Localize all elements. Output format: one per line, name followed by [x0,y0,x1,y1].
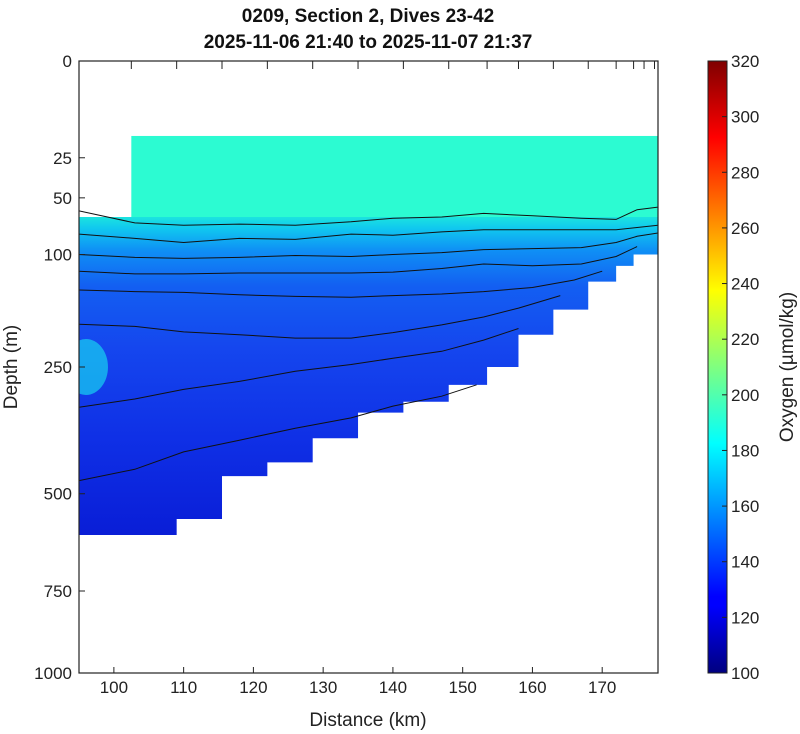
contour-line-6 [79,295,561,339]
surface-layer-fill [131,135,658,223]
chart-title: 0209, Section 2, Dives 23-42 [242,6,494,27]
contour-line-1 [79,206,658,226]
colorbar [707,60,728,674]
colorbar-tick-label: 300 [731,108,759,127]
x-tick-label: 140 [379,678,407,697]
x-axis-label: Distance (km) [309,710,426,731]
colorbar-tick-label: 200 [731,386,759,405]
contour-line-4 [79,246,638,275]
x-tick-label: 110 [170,678,197,697]
colorbar-tick-label: 240 [731,275,759,294]
y-tick-label: 1000 [34,664,72,683]
y-tick-label: 25 [53,149,72,168]
x-axis: 100 110 120 130 140 150 160 170 [100,667,616,697]
x-tick-label: 100 [100,678,128,697]
high-oxygen-patch [79,339,108,395]
y-tick-label: 100 [44,246,72,265]
contour-layer [79,206,658,482]
contour-line-8 [79,384,477,482]
x-tick-label: 150 [448,678,476,697]
colorbar-label: Oxygen (µmol/kg) [777,292,798,442]
colorbar-tick-label: 100 [731,664,759,683]
colorbar-tick-label: 220 [731,330,759,349]
colorbar-tick-label: 120 [731,608,759,627]
section-layer [79,135,658,536]
y-axis-label: Depth (m) [1,325,22,409]
contour-line-2 [79,224,658,244]
y-tick-label: 500 [44,485,72,504]
contour-line-3 [79,232,658,259]
oxygen-section-fill [79,217,658,536]
colorbar-ticks: 100 120 140 160 180 200 220 240 260 280 300 320 [722,52,759,683]
y-tick-label: 250 [44,358,72,377]
dive-tick-layer [130,61,656,69]
y-tick-label: 0 [63,52,72,71]
colorbar-tick-label: 180 [731,441,759,460]
colorbar-tick-label: 260 [731,219,759,238]
y-axis: 0 25 50 100 250 500 750 1000 [34,52,85,683]
y-tick-label: 50 [53,189,72,208]
contour-line-5 [79,270,603,298]
x-tick-label: 120 [239,678,267,697]
x-tick-label: 170 [588,678,616,697]
colorbar-tick-label: 160 [731,497,759,516]
colorbar-tick-label: 320 [731,52,759,71]
x-tick-label: 160 [518,678,546,697]
colorbar-tick-label: 280 [731,163,759,182]
colorbar-tick-label: 140 [731,553,759,572]
x-tick-label: 130 [309,678,337,697]
chart-subtitle: 2025-11-06 21:40 to 2025-11-07 21:37 [204,32,533,53]
y-tick-label: 750 [44,582,72,601]
contour-line-7 [79,328,519,408]
